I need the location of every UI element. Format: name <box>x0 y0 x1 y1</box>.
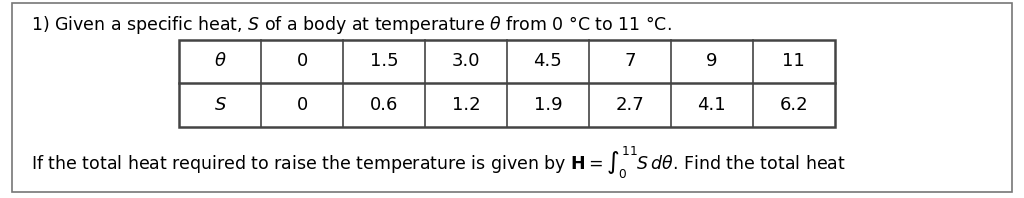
Text: 11: 11 <box>782 52 805 70</box>
Text: 1) Given a specific heat, $S$ of a body at temperature $\theta$ from 0 °C to 11 : 1) Given a specific heat, $S$ of a body … <box>31 14 672 36</box>
Text: 9: 9 <box>706 52 718 70</box>
FancyBboxPatch shape <box>179 40 835 127</box>
Text: 1.5: 1.5 <box>370 52 398 70</box>
Text: 0: 0 <box>297 52 307 70</box>
FancyBboxPatch shape <box>12 3 1012 192</box>
Text: 1.9: 1.9 <box>534 96 562 114</box>
Text: 0.6: 0.6 <box>370 96 398 114</box>
Text: 3.0: 3.0 <box>452 52 480 70</box>
Text: $\theta$: $\theta$ <box>214 52 226 70</box>
Text: If the total heat required to raise the temperature is given by $\mathbf{H} = \i: If the total heat required to raise the … <box>31 145 846 181</box>
Text: 0: 0 <box>297 96 307 114</box>
Text: 1.2: 1.2 <box>452 96 480 114</box>
Text: 7: 7 <box>624 52 636 70</box>
Text: 2.7: 2.7 <box>615 96 644 114</box>
Text: $S$: $S$ <box>214 96 226 114</box>
Text: 6.2: 6.2 <box>779 96 808 114</box>
Text: 4.5: 4.5 <box>534 52 562 70</box>
Text: 4.1: 4.1 <box>697 96 726 114</box>
